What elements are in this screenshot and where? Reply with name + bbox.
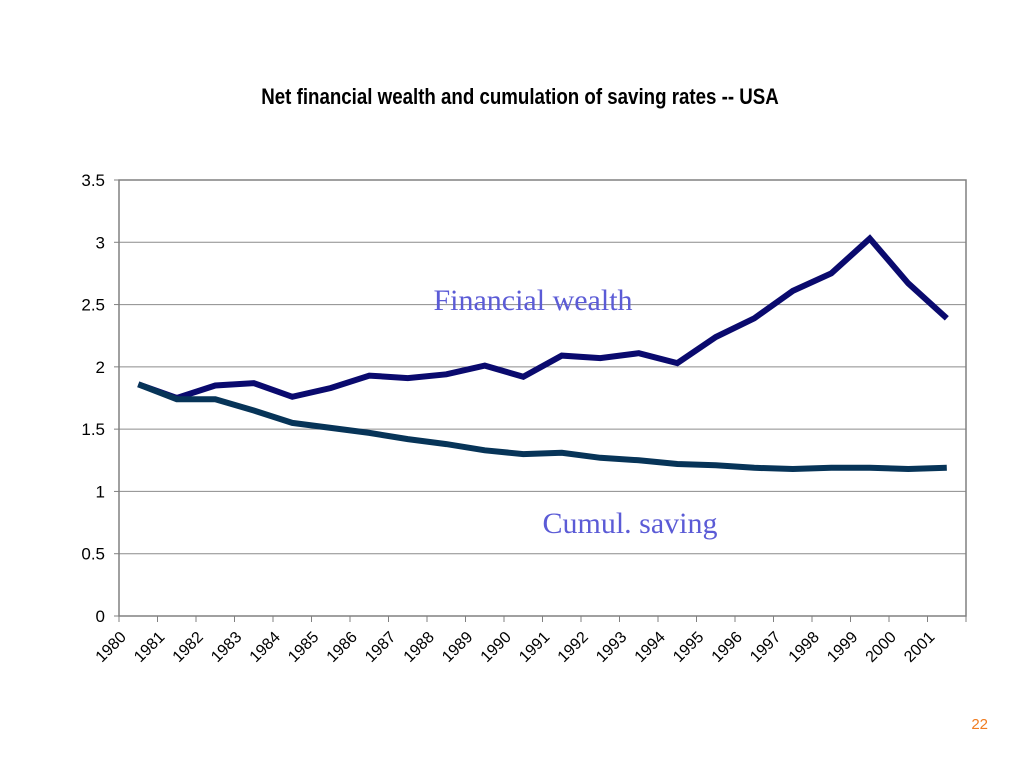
x-tick-label: 1989: [439, 629, 476, 666]
y-tick-label: 1: [96, 482, 105, 501]
y-axis-ticks: 0 0.5 1 1.5 2 2.5 3 3.5: [81, 171, 119, 626]
y-tick-label: 1.5: [81, 420, 105, 439]
annotation-cumul-saving: Cumul. saving: [542, 507, 717, 540]
x-tick-label: 1995: [670, 629, 707, 666]
plot-area-frame: [118, 179, 967, 617]
x-tick-label: 2001: [901, 629, 938, 666]
x-tick-label: 1994: [632, 629, 669, 666]
x-tick-label: 1986: [324, 629, 361, 666]
chart-title: Net financial wealth and cumulation of s…: [261, 84, 779, 109]
y-tick-label: 2: [96, 358, 105, 377]
x-tick-label: 1998: [786, 629, 823, 666]
x-tick-label: 1999: [824, 629, 861, 666]
x-tick-label: 1993: [593, 629, 630, 666]
page-number: 22: [971, 716, 988, 733]
x-tick-label: 1991: [516, 629, 553, 666]
y-tick-label: 3.5: [81, 171, 105, 190]
x-tick-label: 1983: [208, 629, 245, 666]
x-tick-label: 1997: [747, 629, 784, 666]
x-tick-label: 1985: [285, 629, 322, 666]
x-tick-label: 1987: [362, 629, 399, 666]
x-tick-label: 1981: [131, 629, 168, 666]
y-tick-label: 0.5: [81, 545, 105, 564]
x-tick-label: 1990: [478, 629, 515, 666]
x-tick-label: 1988: [401, 629, 438, 666]
y-tick-label: 0: [96, 607, 105, 626]
annotations: Financial wealth Cumul. saving: [433, 284, 717, 540]
x-axis-ticks: 1980 1981 1982 1983 1984 1985 1986 1987 1988 1989…: [93, 616, 967, 666]
series-lines: [137, 234, 949, 473]
x-tick-label: 2000: [863, 629, 900, 666]
x-tick-label: 1984: [247, 629, 284, 666]
x-tick-label: 1992: [555, 629, 592, 666]
x-tick-label: 1980: [93, 629, 130, 666]
series-line-cumul-saving: [137, 381, 947, 473]
series-line-financial-wealth: [137, 234, 949, 402]
y-tick-label: 3: [96, 233, 105, 252]
x-tick-label: 1996: [709, 629, 746, 666]
x-tick-label: 1982: [170, 629, 207, 666]
annotation-financial-wealth: Financial wealth: [433, 284, 632, 317]
y-tick-label: 2.5: [81, 296, 105, 315]
